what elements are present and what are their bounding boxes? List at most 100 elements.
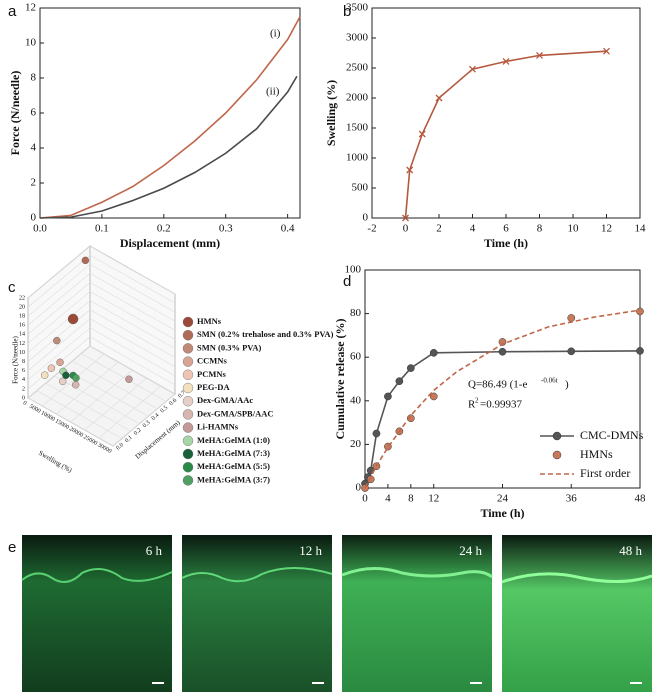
legend-marker	[182, 356, 194, 367]
x-tick-label: 0	[403, 223, 409, 235]
legend-label: CMC-DMNs	[580, 428, 644, 442]
legend-marker	[182, 435, 194, 446]
grid-line	[45, 382, 131, 432]
point	[59, 377, 67, 386]
x-tick-label: 36	[566, 493, 578, 505]
legend-marker	[552, 450, 562, 460]
legend-marker	[182, 462, 194, 473]
tissue-edge	[21, 568, 173, 583]
x-tick-label: 14	[635, 223, 647, 235]
y-tick-label: 6	[31, 107, 37, 119]
y-axis-title: Force (N/needle)	[8, 71, 22, 156]
x-tick-label: 2	[436, 223, 442, 235]
marker	[372, 429, 381, 438]
grid-line	[72, 360, 158, 410]
y-tick-label: 3000	[346, 32, 369, 44]
z-tick-label: 18	[19, 314, 25, 320]
tissue-edge	[501, 572, 653, 584]
z-tick-label: 8	[22, 359, 25, 365]
marker	[435, 94, 443, 102]
x-tick-label: 0.3	[219, 223, 233, 235]
y-tick-label: 0.1	[124, 435, 134, 444]
z-tick-label: 22	[19, 295, 25, 301]
x-tick-label: 4	[470, 223, 476, 235]
image-caption: 48 h	[619, 543, 642, 558]
marker	[536, 51, 543, 59]
y-tick-label: 40	[350, 394, 362, 406]
annotation: Q=86.49 (1-e	[468, 379, 527, 391]
marker	[567, 314, 576, 322]
legend-label: HMNs	[197, 316, 222, 326]
marker	[406, 166, 414, 174]
grid-line	[84, 377, 147, 431]
grid-line	[56, 361, 119, 415]
annotation: )	[565, 379, 569, 391]
micrograph	[502, 535, 652, 692]
series-line	[39, 16, 301, 219]
z-tick-label: 12	[19, 341, 25, 347]
y-tick-label: 10	[25, 37, 37, 49]
x-tick-label: 12	[601, 223, 612, 235]
z-tick-label: 10	[19, 350, 25, 356]
annotation: (i)	[270, 28, 281, 40]
marker	[502, 57, 510, 65]
legend-marker	[182, 396, 194, 407]
z-tick-label: 2	[22, 386, 25, 392]
series-line	[364, 309, 641, 489]
legend-label: MeHA:GelMA (7:3)	[197, 448, 270, 458]
grid-line	[70, 369, 133, 423]
legend-label: MeHA:GelMA (1:0)	[197, 435, 270, 445]
x-tick-label: 4	[385, 493, 391, 505]
plot-frame	[39, 7, 301, 219]
y-tick-label: 2500	[346, 62, 369, 74]
legend-label: PEG-DA	[197, 382, 230, 392]
marker	[366, 475, 375, 484]
legend-label: Dex-GMA/AAc	[197, 395, 253, 405]
x-tick-label: 8	[408, 493, 414, 505]
marker	[603, 47, 610, 55]
marker	[567, 347, 576, 356]
legend-marker	[182, 343, 194, 354]
z-tick-label: 16	[19, 323, 25, 329]
grid-line	[27, 282, 176, 335]
x-tick-label: 8	[537, 223, 543, 235]
y-tick-label: 0.2	[133, 427, 143, 436]
grid-line	[27, 272, 176, 326]
annotation: =0.99937	[480, 399, 522, 411]
y-tick-label: 0.7	[177, 390, 187, 399]
x-tick-label: 24	[497, 493, 509, 505]
image-caption: 24 h	[459, 543, 482, 558]
annotation: R	[468, 399, 476, 411]
grid-line	[27, 300, 176, 353]
marker	[395, 377, 404, 386]
x-tick-label: 0.4	[281, 223, 295, 235]
grid-line	[27, 345, 91, 399]
point	[71, 381, 80, 389]
series-line	[364, 350, 641, 484]
legend-label: SMN (0.2% trehalose and 0.3% PVA)	[197, 329, 334, 339]
panel-label: e	[8, 539, 16, 556]
y-tick-label: 0.0	[115, 442, 125, 451]
y-tick-label: 0	[31, 212, 37, 224]
legend-marker	[182, 330, 194, 341]
marker	[469, 65, 476, 73]
grid-line	[36, 390, 123, 439]
annotation: 2	[475, 397, 479, 405]
grid-line	[27, 263, 176, 317]
legend-label: Li-HAMNs	[197, 422, 239, 432]
point	[62, 371, 70, 379]
legend-label: Dex-GMA/SPB/AAC	[197, 408, 274, 418]
legend-marker	[182, 316, 194, 328]
panel-label: b	[343, 3, 351, 20]
x-axis-title: Swelling (%)	[37, 449, 74, 475]
x-tick-label: 0	[22, 400, 28, 407]
x-tick-label: 0.1	[95, 223, 109, 235]
series-line	[404, 50, 607, 219]
y-tick-label: 80	[350, 307, 362, 319]
legend-label: MeHA:GelMA (3:7)	[197, 474, 270, 484]
grid-line	[89, 345, 176, 395]
y-tick-label: 2000	[346, 92, 369, 104]
marker	[406, 364, 415, 372]
y-tick-label: 2	[31, 177, 37, 189]
tissue-edge	[181, 567, 333, 583]
